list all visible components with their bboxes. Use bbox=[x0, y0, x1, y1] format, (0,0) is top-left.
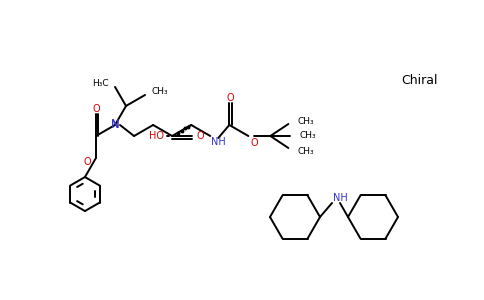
Text: O: O bbox=[92, 104, 100, 114]
Polygon shape bbox=[172, 125, 193, 136]
Text: CH₃: CH₃ bbox=[300, 131, 316, 140]
Text: CH₃: CH₃ bbox=[151, 87, 167, 96]
Text: N: N bbox=[111, 118, 120, 131]
Text: CH₃: CH₃ bbox=[297, 146, 314, 155]
Text: Chiral: Chiral bbox=[402, 74, 438, 86]
Text: H₃C: H₃C bbox=[92, 80, 109, 88]
Text: NH: NH bbox=[211, 137, 226, 147]
Text: N: N bbox=[111, 120, 119, 130]
Text: O: O bbox=[250, 138, 258, 148]
Text: NH: NH bbox=[333, 193, 348, 203]
Text: O: O bbox=[83, 157, 91, 167]
Text: O: O bbox=[227, 93, 234, 103]
Text: O: O bbox=[197, 131, 205, 141]
Text: CH₃: CH₃ bbox=[297, 116, 314, 125]
Text: HO: HO bbox=[149, 131, 164, 141]
